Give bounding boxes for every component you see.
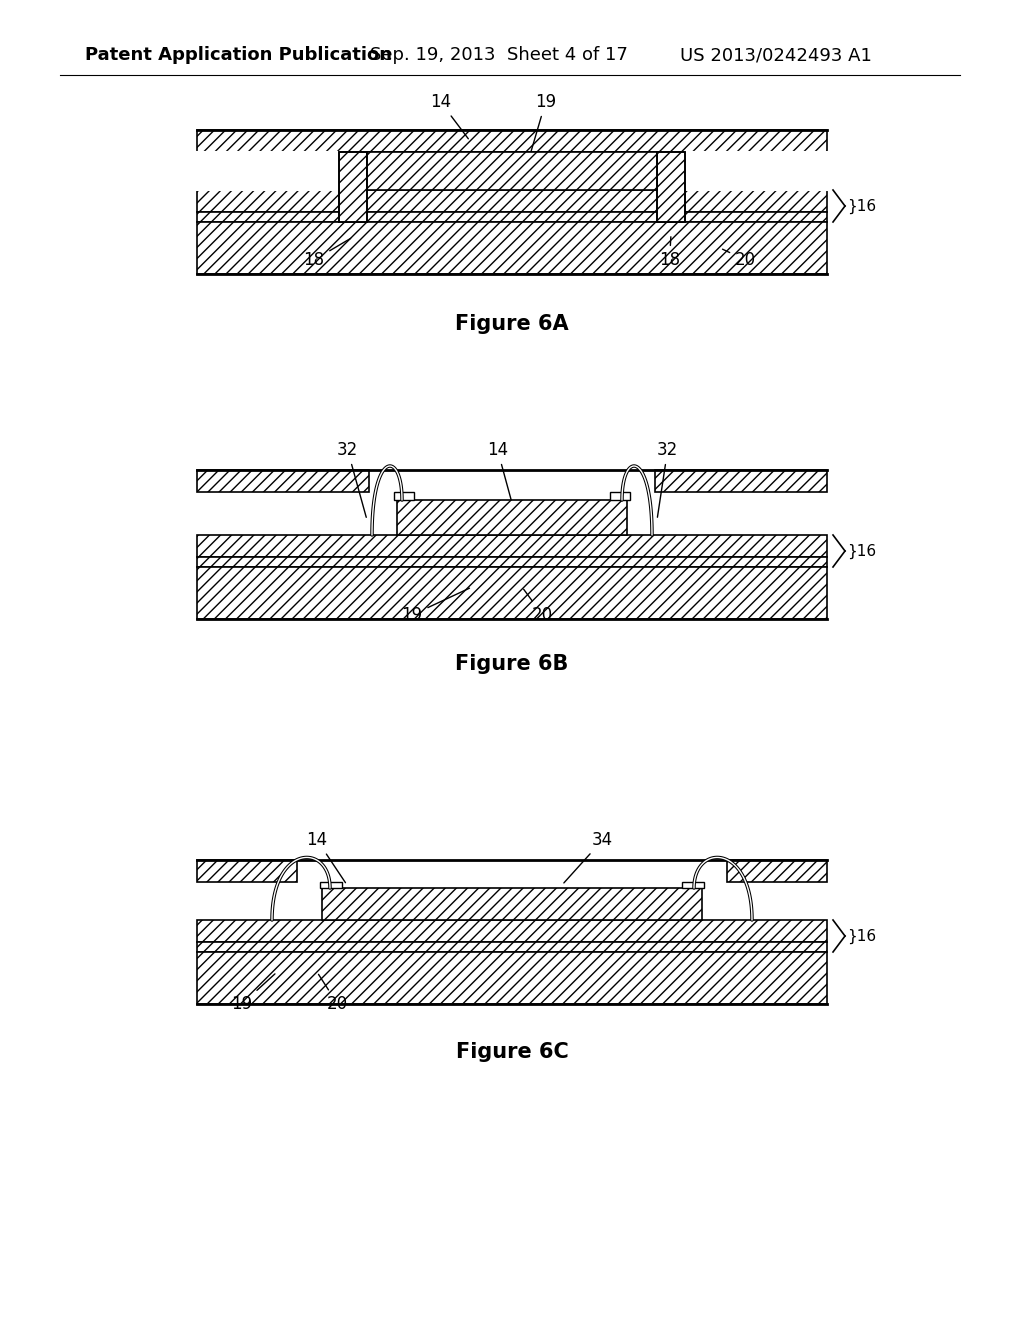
Text: 14: 14 <box>487 441 511 500</box>
Text: Figure 6C: Figure 6C <box>456 1041 568 1063</box>
Text: 18: 18 <box>303 239 350 269</box>
Bar <box>339 152 367 222</box>
Bar <box>367 152 657 190</box>
Bar <box>682 882 705 888</box>
Bar <box>610 492 630 500</box>
Text: 20: 20 <box>523 589 553 624</box>
Text: }16: }16 <box>847 544 877 558</box>
Text: 18: 18 <box>659 236 680 269</box>
Bar <box>322 888 702 920</box>
Bar <box>197 920 827 942</box>
Bar <box>197 222 827 275</box>
Bar <box>394 492 414 500</box>
Text: Figure 6B: Figure 6B <box>456 653 568 675</box>
Text: 32: 32 <box>337 441 367 517</box>
Text: US 2013/0242493 A1: US 2013/0242493 A1 <box>680 46 871 63</box>
Text: 34: 34 <box>564 832 613 883</box>
Bar <box>339 152 367 222</box>
Text: 32: 32 <box>657 441 678 517</box>
Text: Figure 6A: Figure 6A <box>456 314 568 334</box>
Text: 20: 20 <box>318 974 348 1012</box>
Text: 14: 14 <box>430 92 468 139</box>
Bar <box>319 882 342 888</box>
Bar <box>657 152 685 222</box>
Text: 14: 14 <box>306 832 345 883</box>
Text: }16: }16 <box>847 928 877 944</box>
Bar <box>367 152 657 190</box>
Text: Patent Application Publication: Patent Application Publication <box>85 46 392 63</box>
Bar <box>197 190 827 213</box>
Bar <box>397 500 627 535</box>
Text: 19: 19 <box>530 92 556 152</box>
Bar <box>197 568 827 619</box>
Bar <box>197 861 297 882</box>
Bar <box>197 557 827 568</box>
Text: 19: 19 <box>231 974 275 1012</box>
Bar <box>197 152 339 190</box>
Text: 20: 20 <box>723 249 756 269</box>
Bar <box>655 470 827 492</box>
Bar <box>367 152 657 190</box>
Bar <box>197 129 827 152</box>
Bar <box>727 861 827 882</box>
Bar <box>197 213 827 222</box>
Bar <box>197 952 827 1005</box>
Bar <box>685 152 827 190</box>
Bar <box>197 470 369 492</box>
Bar <box>197 942 827 952</box>
Text: 19: 19 <box>401 589 469 624</box>
Bar <box>197 535 827 557</box>
Text: Sep. 19, 2013  Sheet 4 of 17: Sep. 19, 2013 Sheet 4 of 17 <box>370 46 628 63</box>
Bar <box>657 152 685 222</box>
Text: }16: }16 <box>847 198 877 214</box>
